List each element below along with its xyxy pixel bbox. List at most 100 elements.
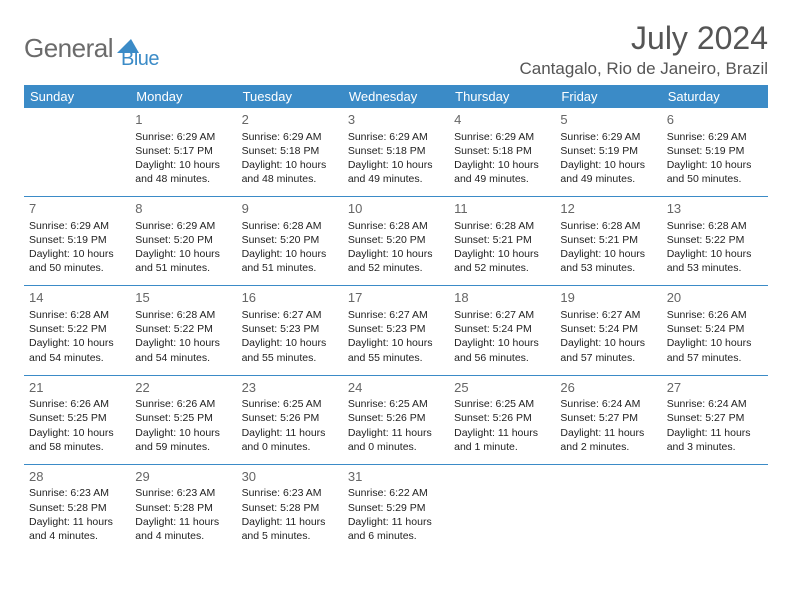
day-info: Sunrise: 6:29 AMSunset: 5:17 PMDaylight:… — [135, 130, 231, 187]
day-number: 25 — [454, 379, 550, 397]
logo-word2: Blue — [121, 48, 159, 71]
day-info: Sunrise: 6:26 AMSunset: 5:25 PMDaylight:… — [29, 397, 125, 454]
calendar-day-cell: 25Sunrise: 6:25 AMSunset: 5:26 PMDayligh… — [449, 375, 555, 464]
day-info: Sunrise: 6:22 AMSunset: 5:29 PMDaylight:… — [348, 486, 444, 543]
day-number: 14 — [29, 289, 125, 307]
day-number: 28 — [29, 468, 125, 486]
calendar-day-cell: 26Sunrise: 6:24 AMSunset: 5:27 PMDayligh… — [555, 375, 661, 464]
weekday-header: Wednesday — [343, 85, 449, 108]
calendar-day-cell: 19Sunrise: 6:27 AMSunset: 5:24 PMDayligh… — [555, 286, 661, 375]
day-info: Sunrise: 6:24 AMSunset: 5:27 PMDaylight:… — [667, 397, 763, 454]
day-number: 17 — [348, 289, 444, 307]
day-info: Sunrise: 6:28 AMSunset: 5:21 PMDaylight:… — [454, 219, 550, 276]
calendar-day-cell — [449, 464, 555, 553]
day-info: Sunrise: 6:29 AMSunset: 5:18 PMDaylight:… — [454, 130, 550, 187]
day-number: 7 — [29, 200, 125, 218]
calendar-table: SundayMondayTuesdayWednesdayThursdayFrid… — [24, 85, 768, 553]
day-info: Sunrise: 6:28 AMSunset: 5:21 PMDaylight:… — [560, 219, 656, 276]
day-number: 9 — [242, 200, 338, 218]
calendar-day-cell — [555, 464, 661, 553]
calendar-week-row: 21Sunrise: 6:26 AMSunset: 5:25 PMDayligh… — [24, 375, 768, 464]
day-info: Sunrise: 6:25 AMSunset: 5:26 PMDaylight:… — [454, 397, 550, 454]
day-number: 19 — [560, 289, 656, 307]
day-number: 31 — [348, 468, 444, 486]
calendar-day-cell: 3Sunrise: 6:29 AMSunset: 5:18 PMDaylight… — [343, 108, 449, 197]
calendar-day-cell: 6Sunrise: 6:29 AMSunset: 5:19 PMDaylight… — [662, 108, 768, 197]
day-number: 8 — [135, 200, 231, 218]
day-number: 24 — [348, 379, 444, 397]
day-number: 5 — [560, 111, 656, 129]
calendar-day-cell: 15Sunrise: 6:28 AMSunset: 5:22 PMDayligh… — [130, 286, 236, 375]
day-info: Sunrise: 6:27 AMSunset: 5:24 PMDaylight:… — [454, 308, 550, 365]
day-info: Sunrise: 6:29 AMSunset: 5:20 PMDaylight:… — [135, 219, 231, 276]
calendar-day-cell: 22Sunrise: 6:26 AMSunset: 5:25 PMDayligh… — [130, 375, 236, 464]
calendar-day-cell: 4Sunrise: 6:29 AMSunset: 5:18 PMDaylight… — [449, 108, 555, 197]
day-number: 2 — [242, 111, 338, 129]
weekday-header: Friday — [555, 85, 661, 108]
day-number: 16 — [242, 289, 338, 307]
day-info: Sunrise: 6:28 AMSunset: 5:20 PMDaylight:… — [242, 219, 338, 276]
day-number: 21 — [29, 379, 125, 397]
calendar-week-row: 14Sunrise: 6:28 AMSunset: 5:22 PMDayligh… — [24, 286, 768, 375]
day-number: 3 — [348, 111, 444, 129]
day-number: 18 — [454, 289, 550, 307]
day-info: Sunrise: 6:24 AMSunset: 5:27 PMDaylight:… — [560, 397, 656, 454]
day-info: Sunrise: 6:28 AMSunset: 5:22 PMDaylight:… — [29, 308, 125, 365]
day-info: Sunrise: 6:29 AMSunset: 5:18 PMDaylight:… — [348, 130, 444, 187]
calendar-day-cell: 13Sunrise: 6:28 AMSunset: 5:22 PMDayligh… — [662, 197, 768, 286]
calendar-day-cell: 2Sunrise: 6:29 AMSunset: 5:18 PMDaylight… — [237, 108, 343, 197]
day-info: Sunrise: 6:26 AMSunset: 5:24 PMDaylight:… — [667, 308, 763, 365]
calendar-day-cell: 16Sunrise: 6:27 AMSunset: 5:23 PMDayligh… — [237, 286, 343, 375]
day-info: Sunrise: 6:27 AMSunset: 5:24 PMDaylight:… — [560, 308, 656, 365]
title-block: July 2024 Cantagalo, Rio de Janeiro, Bra… — [519, 20, 768, 79]
month-title: July 2024 — [519, 20, 768, 57]
day-info: Sunrise: 6:23 AMSunset: 5:28 PMDaylight:… — [242, 486, 338, 543]
day-number: 6 — [667, 111, 763, 129]
calendar-header-row: SundayMondayTuesdayWednesdayThursdayFrid… — [24, 85, 768, 108]
calendar-day-cell: 30Sunrise: 6:23 AMSunset: 5:28 PMDayligh… — [237, 464, 343, 553]
day-info: Sunrise: 6:26 AMSunset: 5:25 PMDaylight:… — [135, 397, 231, 454]
calendar-day-cell: 9Sunrise: 6:28 AMSunset: 5:20 PMDaylight… — [237, 197, 343, 286]
header: General Blue July 2024 Cantagalo, Rio de… — [24, 20, 768, 79]
calendar-day-cell: 10Sunrise: 6:28 AMSunset: 5:20 PMDayligh… — [343, 197, 449, 286]
calendar-day-cell: 29Sunrise: 6:23 AMSunset: 5:28 PMDayligh… — [130, 464, 236, 553]
weekday-header: Thursday — [449, 85, 555, 108]
day-number: 27 — [667, 379, 763, 397]
calendar-day-cell: 17Sunrise: 6:27 AMSunset: 5:23 PMDayligh… — [343, 286, 449, 375]
calendar-day-cell: 14Sunrise: 6:28 AMSunset: 5:22 PMDayligh… — [24, 286, 130, 375]
day-info: Sunrise: 6:23 AMSunset: 5:28 PMDaylight:… — [135, 486, 231, 543]
day-number: 22 — [135, 379, 231, 397]
calendar-day-cell: 23Sunrise: 6:25 AMSunset: 5:26 PMDayligh… — [237, 375, 343, 464]
calendar-day-cell: 7Sunrise: 6:29 AMSunset: 5:19 PMDaylight… — [24, 197, 130, 286]
day-number: 26 — [560, 379, 656, 397]
day-info: Sunrise: 6:27 AMSunset: 5:23 PMDaylight:… — [242, 308, 338, 365]
calendar-day-cell — [662, 464, 768, 553]
day-info: Sunrise: 6:23 AMSunset: 5:28 PMDaylight:… — [29, 486, 125, 543]
day-number: 1 — [135, 111, 231, 129]
calendar-week-row: 1Sunrise: 6:29 AMSunset: 5:17 PMDaylight… — [24, 108, 768, 197]
day-number: 20 — [667, 289, 763, 307]
weekday-header: Monday — [130, 85, 236, 108]
day-number: 4 — [454, 111, 550, 129]
day-number: 11 — [454, 200, 550, 218]
day-info: Sunrise: 6:28 AMSunset: 5:20 PMDaylight:… — [348, 219, 444, 276]
calendar-day-cell: 21Sunrise: 6:26 AMSunset: 5:25 PMDayligh… — [24, 375, 130, 464]
location: Cantagalo, Rio de Janeiro, Brazil — [519, 59, 768, 79]
calendar-day-cell: 12Sunrise: 6:28 AMSunset: 5:21 PMDayligh… — [555, 197, 661, 286]
day-info: Sunrise: 6:29 AMSunset: 5:19 PMDaylight:… — [560, 130, 656, 187]
day-info: Sunrise: 6:29 AMSunset: 5:19 PMDaylight:… — [29, 219, 125, 276]
day-info: Sunrise: 6:28 AMSunset: 5:22 PMDaylight:… — [667, 219, 763, 276]
day-info: Sunrise: 6:25 AMSunset: 5:26 PMDaylight:… — [348, 397, 444, 454]
calendar-day-cell: 18Sunrise: 6:27 AMSunset: 5:24 PMDayligh… — [449, 286, 555, 375]
day-number: 15 — [135, 289, 231, 307]
logo: General Blue — [24, 26, 159, 71]
logo-word1: General — [24, 33, 113, 64]
calendar-day-cell: 20Sunrise: 6:26 AMSunset: 5:24 PMDayligh… — [662, 286, 768, 375]
day-number: 23 — [242, 379, 338, 397]
calendar-day-cell: 27Sunrise: 6:24 AMSunset: 5:27 PMDayligh… — [662, 375, 768, 464]
day-info: Sunrise: 6:25 AMSunset: 5:26 PMDaylight:… — [242, 397, 338, 454]
calendar-day-cell — [24, 108, 130, 197]
day-number: 13 — [667, 200, 763, 218]
calendar-day-cell: 28Sunrise: 6:23 AMSunset: 5:28 PMDayligh… — [24, 464, 130, 553]
day-info: Sunrise: 6:29 AMSunset: 5:19 PMDaylight:… — [667, 130, 763, 187]
